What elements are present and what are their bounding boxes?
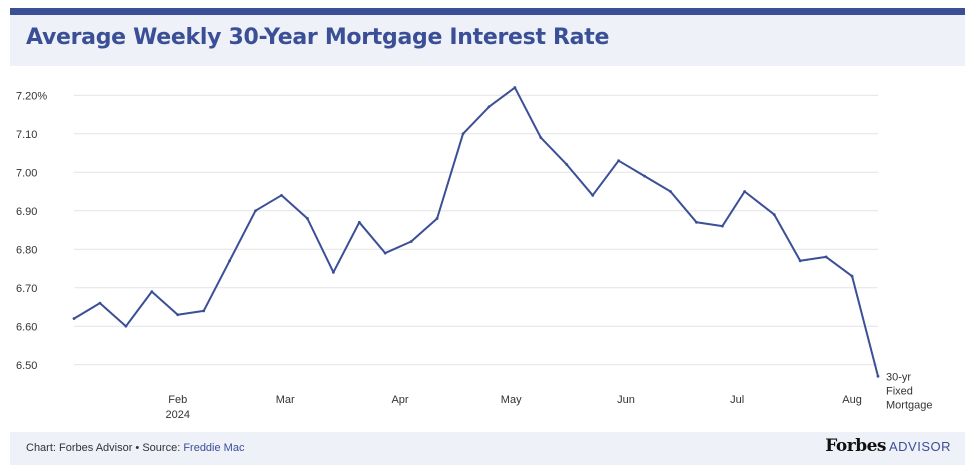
data-point xyxy=(202,309,206,313)
series-label: 30-yr xyxy=(886,371,911,383)
data-point xyxy=(435,217,439,220)
data-point xyxy=(124,324,128,328)
data-point xyxy=(772,213,776,217)
data-point xyxy=(176,313,180,317)
y-tick-label: 6.50 xyxy=(16,360,37,372)
data-point xyxy=(383,251,387,255)
accent-bar xyxy=(10,8,965,15)
x-tick-label: May xyxy=(501,394,522,406)
gridlines xyxy=(74,94,878,366)
x-tick-label: Apr xyxy=(391,394,408,406)
brand-name: Forbes xyxy=(825,436,886,456)
source-note: Chart: Forbes Advisor • Source: Freddie … xyxy=(26,442,244,454)
series-group xyxy=(72,86,880,378)
data-point xyxy=(461,132,465,136)
data-point xyxy=(539,136,543,139)
data-point xyxy=(150,290,154,293)
y-tick-label: 6.70 xyxy=(16,283,37,295)
data-point xyxy=(357,220,361,224)
data-point xyxy=(720,224,724,228)
data-point xyxy=(280,193,283,197)
data-point xyxy=(617,159,621,163)
x-tick-label: Mar xyxy=(276,394,295,406)
brand-logo: Forbes ADVISOR xyxy=(825,436,951,456)
data-point xyxy=(743,190,747,193)
y-tick-label: 7.20% xyxy=(16,90,47,102)
x-tick-label: Aug xyxy=(842,394,862,406)
data-point xyxy=(72,317,76,320)
data-point xyxy=(850,274,854,278)
data-point xyxy=(643,174,646,178)
line-chart: 6.50 6.60 6.70 6.80 6.90 7.00 7.10 7.20% Feb 202… xyxy=(16,86,932,421)
x-tick-label: Feb xyxy=(168,394,187,406)
data-point xyxy=(669,190,672,193)
x-tick-label: Jun xyxy=(617,394,635,406)
data-point xyxy=(824,255,828,259)
x-axis-tick-labels: Feb 2024 Mar Apr May Jun Jul Aug xyxy=(165,394,861,421)
x-tick-sublabel: 2024 xyxy=(165,409,189,421)
data-point xyxy=(591,193,595,197)
source-prefix: Chart: Forbes Advisor • Source: xyxy=(26,442,184,454)
data-point xyxy=(409,240,413,243)
data-point xyxy=(98,301,102,305)
y-axis-tick-labels: 6.50 6.60 6.70 6.80 6.90 7.00 7.10 7.20% xyxy=(16,90,47,372)
data-point xyxy=(487,105,491,109)
data-point xyxy=(254,209,257,213)
y-tick-label: 6.80 xyxy=(16,244,37,256)
brand-suffix: ADVISOR xyxy=(888,439,951,454)
data-point xyxy=(565,163,569,166)
chart-title: Average Weekly 30-Year Mortgage Interest… xyxy=(26,25,610,50)
series-label: Fixed xyxy=(886,385,913,397)
data-point xyxy=(331,270,335,274)
data-point xyxy=(798,259,802,263)
y-tick-label: 7.10 xyxy=(16,129,37,141)
data-point xyxy=(695,220,698,224)
series-label: Mortgage xyxy=(886,399,932,411)
chart-card: Average Weekly 30-Year Mortgage Interest… xyxy=(10,8,965,465)
series-label-group: 30-yr Fixed Mortgage xyxy=(886,371,932,411)
data-point xyxy=(228,259,232,263)
y-tick-label: 6.90 xyxy=(16,206,37,218)
plot-area: 6.50 6.60 6.70 6.80 6.90 7.00 7.10 7.20% Feb 202… xyxy=(10,66,965,432)
data-point xyxy=(513,86,517,89)
y-tick-label: 6.60 xyxy=(16,321,37,333)
x-tick-label: Jul xyxy=(730,394,744,406)
series-line xyxy=(73,86,879,378)
data-point xyxy=(876,374,880,378)
y-tick-label: 7.00 xyxy=(16,167,37,179)
source-link[interactable]: Freddie Mac xyxy=(183,442,245,454)
data-point xyxy=(306,217,309,220)
